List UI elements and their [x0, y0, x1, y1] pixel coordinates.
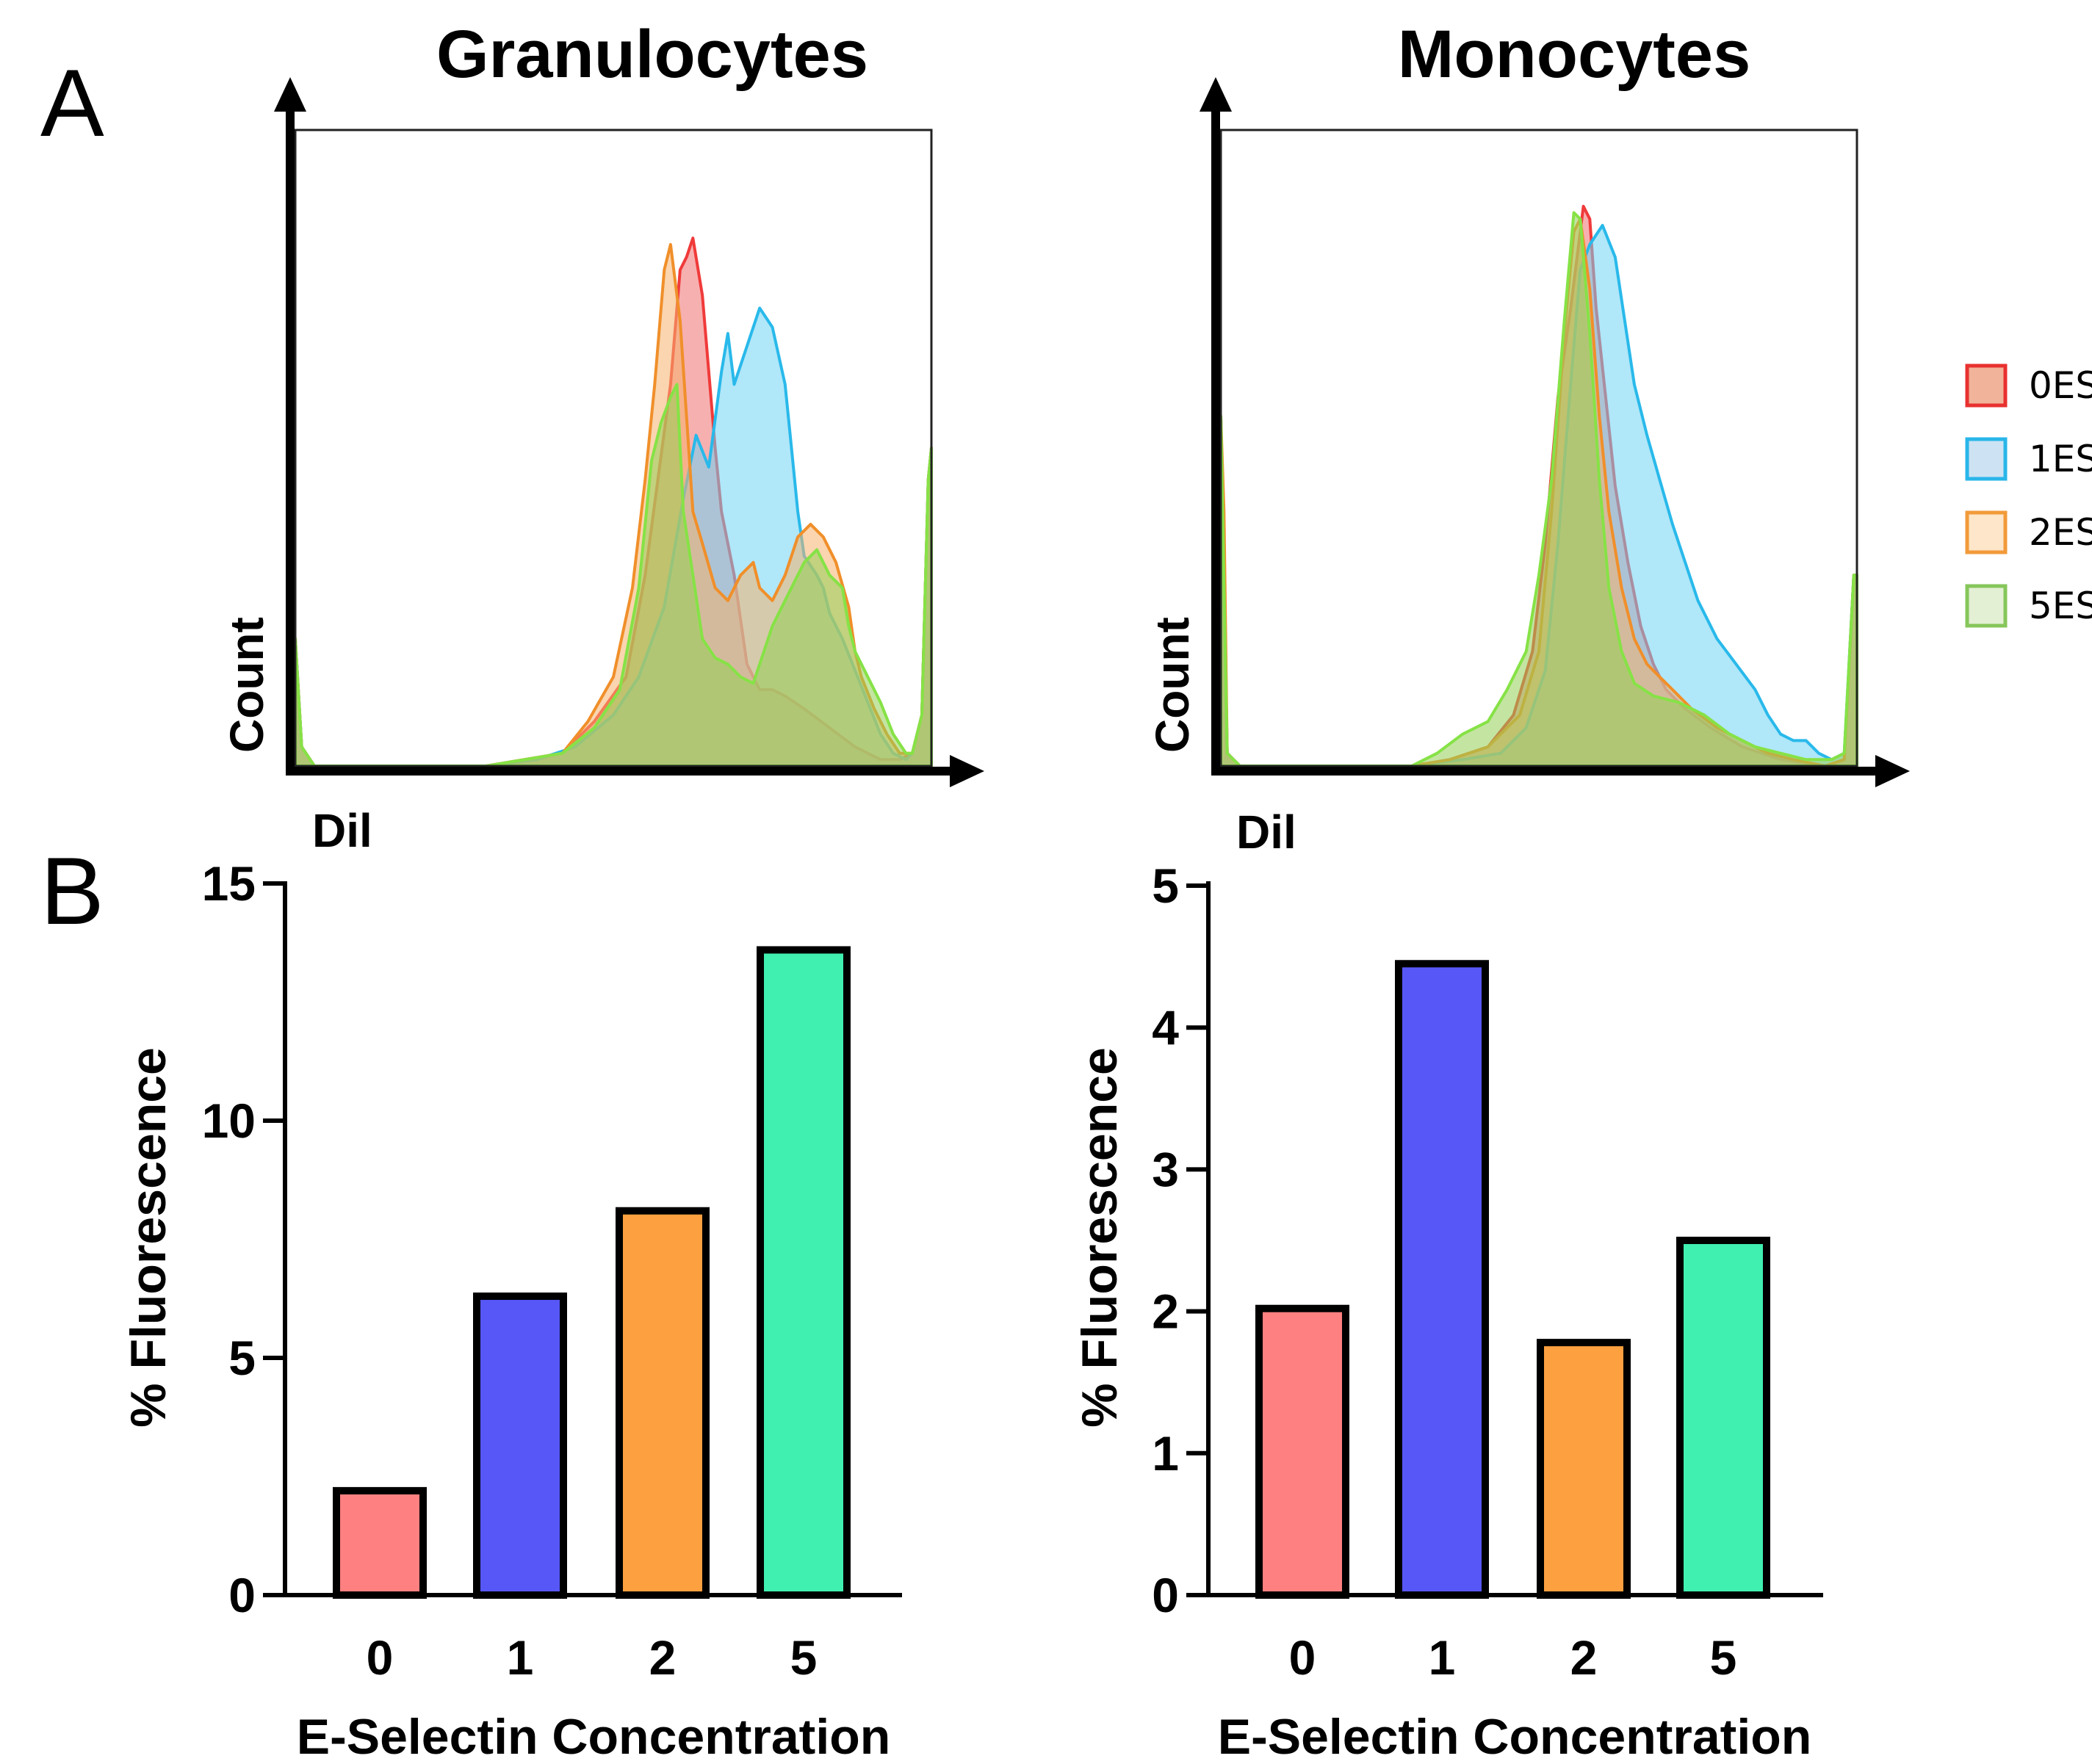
y-tick-label: 0: [228, 1568, 256, 1622]
legend: 0ES 1ES 2ES 5ES: [1965, 364, 2092, 628]
panel-letter-a: A: [40, 49, 104, 156]
legend-label-0es: 0ES: [2029, 364, 2092, 407]
x-tick-label: 5: [790, 1630, 818, 1685]
histogram-monocytes: Monocytes Count Dil: [1146, 17, 1910, 858]
y-tick-label: 5: [1152, 858, 1179, 913]
bar-2: [616, 1207, 710, 1599]
y-axis-label: Count: [1146, 617, 1199, 753]
y-tick-label: 10: [202, 1094, 256, 1148]
histogram-series-group: [294, 236, 933, 767]
panel-letter-b: B: [40, 837, 104, 944]
histogram-series-5es: [294, 383, 933, 767]
y-tick-label: 2: [1152, 1284, 1179, 1339]
bar-1: [473, 1293, 567, 1599]
bar-5: [1676, 1237, 1770, 1599]
x-tick-label: 1: [507, 1630, 534, 1685]
x-axis-label: E-Selectin Concentration: [1218, 1709, 1812, 1764]
x-axis-label: Dil: [312, 804, 372, 857]
y-axis-label: Count: [220, 617, 273, 753]
histogram-series-5es: [1219, 211, 1858, 767]
bar-chart-monocytes: 0 1 2 3 4 5 0 1 2 5 % Fluorescence E-Selectin Co…: [1072, 858, 1823, 1764]
bar-chart-granulocytes: 0 5 10 15 0 1 2 5 % Fluorescence E-Selectin Co…: [120, 856, 902, 1764]
legend-label-2es: 2ES: [2029, 511, 2092, 554]
bar-0: [1255, 1304, 1349, 1599]
y-axis-arrowhead: [1200, 77, 1232, 112]
plot-frame: [294, 129, 933, 767]
chart-title-monocytes: Monocytes: [1398, 17, 1751, 92]
x-tick-label: 0: [367, 1630, 394, 1685]
bar-group: 0 1 2 5: [333, 946, 851, 1685]
plot-frame: [1219, 129, 1858, 767]
y-axis-label: % Fluorescence: [1072, 1047, 1128, 1428]
legend-swatch-2es: [1965, 510, 2008, 554]
chart-title-granulocytes: Granulocytes: [436, 17, 868, 92]
bar-5: [757, 946, 851, 1599]
bar-2: [1537, 1339, 1631, 1599]
y-tick-group: 0 1 2 3 4 5: [1152, 858, 1208, 1622]
y-axis-label: % Fluorescence: [120, 1047, 176, 1428]
y-tick-label: 3: [1152, 1142, 1179, 1196]
x-axis-arrowhead: [1875, 755, 1910, 787]
y-tick-label: 4: [1152, 1000, 1179, 1055]
x-axis-label: Dil: [1236, 806, 1296, 858]
legend-label-5es: 5ES: [2029, 585, 2092, 627]
legend-swatch-0es: [1965, 364, 2008, 408]
x-axis-label: E-Selectin Concentration: [297, 1709, 891, 1764]
x-tick-label: 1: [1429, 1630, 1456, 1685]
x-axis-arrowhead: [950, 755, 984, 787]
y-tick-label: 15: [202, 856, 256, 911]
x-tick-label: 2: [649, 1630, 677, 1685]
histogram-granulocytes: Granulocytes Count Dil: [220, 17, 984, 857]
bar-1: [1395, 960, 1489, 1599]
bar-group: 0 1 2 5: [1255, 960, 1770, 1685]
legend-label-1es: 1ES: [2029, 438, 2092, 480]
y-tick-group: 0 5 10 15: [202, 856, 285, 1622]
bar-0: [333, 1486, 427, 1599]
legend-swatch-1es: [1965, 437, 2008, 481]
x-tick-label: 2: [1570, 1630, 1598, 1685]
y-tick-label: 0: [1152, 1568, 1179, 1622]
x-tick-label: 5: [1710, 1630, 1737, 1685]
y-tick-label: 1: [1152, 1426, 1179, 1481]
legend-swatch-5es: [1965, 584, 2008, 628]
x-tick-label: 0: [1289, 1630, 1316, 1685]
y-tick-label: 5: [228, 1331, 256, 1385]
histogram-series-group: [1219, 204, 1858, 767]
y-axis-arrowhead: [274, 77, 306, 112]
